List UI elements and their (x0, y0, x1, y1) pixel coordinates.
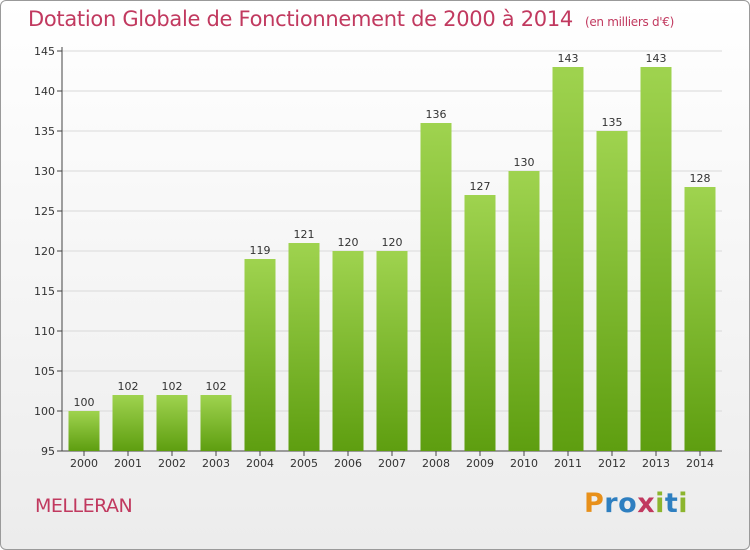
bar-2001 (112, 395, 144, 451)
logo-letter: o (618, 488, 638, 519)
bar-2006 (332, 251, 364, 451)
bar-2004 (244, 259, 276, 451)
xtick-label-2008: 2008 (422, 457, 450, 470)
data-label-2007: 120 (382, 236, 403, 249)
xtick-label-2011: 2011 (554, 457, 582, 470)
logo-letter: i (678, 488, 689, 519)
data-label-2013: 143 (646, 52, 667, 65)
bar-2005 (288, 243, 320, 451)
bar-2011 (552, 67, 584, 451)
bar-2007 (376, 251, 408, 451)
ytick-label-120: 120 (34, 245, 55, 258)
bar-2002 (156, 395, 188, 451)
labels: 2000 100 2001 102 2002 102 2003 102 2004 119 2005 1… (70, 52, 714, 470)
ytick-label-145: 145 (34, 45, 55, 58)
bar-2000 (68, 411, 100, 451)
bar-2003 (200, 395, 232, 451)
xtick-label-2010: 2010 (510, 457, 538, 470)
bar-2010 (508, 171, 540, 451)
xtick-label-2006: 2006 (334, 457, 362, 470)
xtick-label-2004: 2004 (246, 457, 274, 470)
data-label-2002: 102 (162, 380, 183, 393)
commune-name: MELLERAN (35, 495, 133, 517)
data-label-2012: 135 (602, 116, 623, 129)
chart-title: Dotation Globale de Fonctionnement de 20… (28, 7, 674, 31)
data-label-2008: 136 (426, 108, 447, 121)
data-label-2001: 102 (118, 380, 139, 393)
data-label-2003: 102 (206, 380, 227, 393)
data-label-2005: 121 (294, 228, 315, 241)
subtitle-text: (en milliers d'€) (584, 15, 674, 29)
logo-letter: i (655, 488, 665, 519)
ytick-label-130: 130 (34, 165, 55, 178)
data-label-2011: 143 (558, 52, 579, 65)
xtick-label-2001: 2001 (114, 457, 142, 470)
title-text: Dotation Globale de Fonctionnement de 20… (28, 7, 573, 31)
xtick-label-2014: 2014 (686, 457, 714, 470)
ytick-label-110: 110 (34, 325, 55, 338)
bar-2009 (464, 195, 496, 451)
xtick-label-2013: 2013 (642, 457, 670, 470)
xtick-label-2009: 2009 (466, 457, 494, 470)
bars (68, 67, 716, 451)
ytick-label-95: 95 (41, 445, 55, 458)
ytick-label-135: 135 (34, 125, 55, 138)
bar-2014 (684, 187, 716, 451)
logo-letter: x (637, 488, 656, 519)
ytick-label-100: 100 (34, 405, 55, 418)
data-label-2010: 130 (514, 156, 535, 169)
ytick-label-105: 105 (34, 365, 55, 378)
xtick-label-2002: 2002 (158, 457, 186, 470)
bar-2012 (596, 131, 628, 451)
data-label-2006: 120 (338, 236, 359, 249)
xtick-label-2007: 2007 (378, 457, 406, 470)
data-label-2000: 100 (74, 396, 95, 409)
xtick-label-2003: 2003 (202, 457, 230, 470)
bar-2008 (420, 123, 452, 451)
xtick-label-2012: 2012 (598, 457, 626, 470)
proxiti-logo: Proxiti (584, 488, 688, 519)
logo-letter: P (584, 488, 605, 519)
logo-letter: t (664, 488, 679, 519)
data-label-2004: 119 (250, 244, 271, 257)
ytick-label-125: 125 (34, 205, 55, 218)
xtick-label-2000: 2000 (70, 457, 98, 470)
data-label-2014: 128 (690, 172, 711, 185)
ytick-label-140: 140 (34, 85, 55, 98)
data-label-2009: 127 (470, 180, 491, 193)
bar-2013 (640, 67, 672, 451)
xtick-label-2005: 2005 (290, 457, 318, 470)
ytick-label-115: 115 (34, 285, 55, 298)
logo-letter: r (604, 488, 619, 519)
